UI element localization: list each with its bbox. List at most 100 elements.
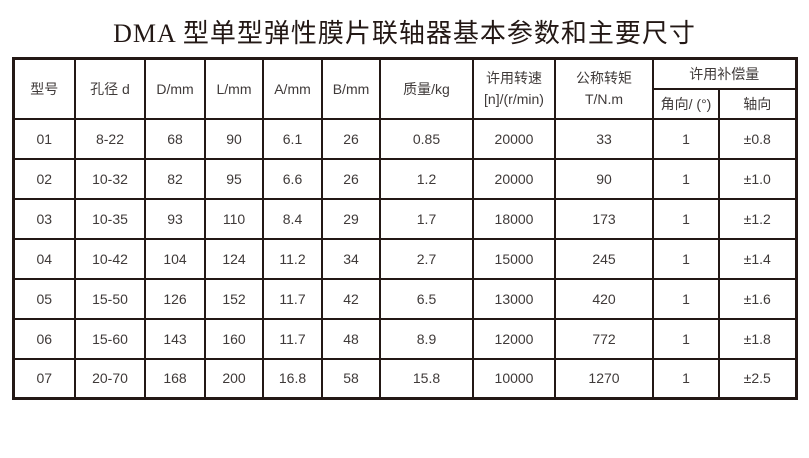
table-cell: 420 [554, 277, 654, 320]
table-cell: 33 [554, 117, 654, 160]
table-cell: ±2.5 [718, 357, 797, 400]
table-cell: 82 [144, 157, 206, 200]
page-title: DMA 型单型弹性膜片联轴器基本参数和主要尺寸 [113, 19, 696, 48]
table-cell: 1270 [554, 357, 654, 400]
table-row: 07 20-70 168 200 16.8 58 15.8 10000 1270 1 ±2.5 [12, 357, 797, 400]
table-cell: 15.8 [379, 357, 474, 400]
table-cell: 104 [144, 237, 206, 280]
table-cell: 11.2 [262, 237, 323, 280]
table-cell: 173 [554, 197, 654, 240]
table-cell: 15-50 [74, 277, 146, 320]
table-cell: ±1.2 [718, 197, 797, 240]
table-cell: 04 [12, 237, 76, 280]
table-cell: 772 [554, 317, 654, 360]
table-cell: 1 [652, 197, 720, 240]
table-cell: 2.7 [379, 237, 474, 280]
spec-table: 型号 孔径 d D/mm L/mm A/mm B/mm 质量/kg 许用转速 [… [11, 57, 798, 400]
table-cell: 8.4 [262, 197, 323, 240]
header-torque: 公称转矩 T/N.m [554, 57, 654, 120]
table-cell: 18000 [472, 197, 556, 240]
table-cell: 245 [554, 237, 654, 280]
table-cell: 26 [321, 157, 381, 200]
table-cell: 20000 [472, 117, 556, 160]
table-cell: 06 [12, 317, 76, 360]
table-cell: 20-70 [74, 357, 146, 400]
table-cell: 68 [144, 117, 206, 160]
table-cell: 95 [204, 157, 264, 200]
header-torque-lines: 公称转矩 T/N.m [557, 61, 651, 117]
table-cell: 6.6 [262, 157, 323, 200]
table-row: 04 10-42 104 124 11.2 34 2.7 15000 245 1 ±1.4 [12, 237, 797, 280]
table-cell: ±1.0 [718, 157, 797, 200]
table-cell: ±1.4 [718, 237, 797, 280]
page: { "title": "DMA 型单型弹性膜片联轴器基本参数和主要尺寸", "c… [0, 14, 809, 458]
header-speed-line1: 许用转速 [486, 70, 542, 87]
table-cell: 1 [652, 237, 720, 280]
header-torque-line2: T/N.m [584, 91, 624, 108]
table-header: 型号 孔径 d D/mm L/mm A/mm B/mm 质量/kg 许用转速 [… [12, 57, 797, 120]
table-row: 05 15-50 126 152 11.7 42 6.5 13000 420 1 ±1.6 [12, 277, 797, 320]
header-bore: 孔径 d [74, 57, 146, 120]
table-cell: 110 [204, 197, 264, 240]
header-torque-line1: 公称转矩 [576, 70, 632, 87]
table-cell: 1.7 [379, 197, 474, 240]
table-cell: 1 [652, 357, 720, 400]
header-b: B/mm [321, 57, 381, 120]
header-speed-lines: 许用转速 [n]/(r/min) [475, 61, 553, 117]
table-cell: 152 [204, 277, 264, 320]
table-cell: 6.5 [379, 277, 474, 320]
table-cell: 42 [321, 277, 381, 320]
table-cell: 26 [321, 117, 381, 160]
header-l: L/mm [204, 57, 264, 120]
header-compensation: 许用补偿量 [652, 57, 797, 90]
table-cell: 126 [144, 277, 206, 320]
table-cell: 1 [652, 117, 720, 160]
table-cell: 10-35 [74, 197, 146, 240]
header-speed-line2: [n]/(r/min) [484, 91, 544, 108]
table-cell: 0.85 [379, 117, 474, 160]
table-cell: 143 [144, 317, 206, 360]
table-cell: 16.8 [262, 357, 323, 400]
table-cell: 200 [204, 357, 264, 400]
table-cell: 11.7 [262, 277, 323, 320]
table-cell: 160 [204, 317, 264, 360]
table-cell: 01 [12, 117, 76, 160]
table-cell: 05 [12, 277, 76, 320]
header-model: 型号 [12, 57, 76, 120]
table-cell: 10000 [472, 357, 556, 400]
table-cell: 6.1 [262, 117, 323, 160]
table-cell: 1 [652, 317, 720, 360]
table-cell: 90 [554, 157, 654, 200]
table-cell: 02 [12, 157, 76, 200]
table-cell: 10-32 [74, 157, 146, 200]
table-cell: 8-22 [74, 117, 146, 160]
table-cell: 29 [321, 197, 381, 240]
header-axial: 轴向 [718, 87, 797, 120]
table-cell: 1 [652, 277, 720, 320]
table-body: 01 8-22 68 90 6.1 26 0.85 20000 33 1 ±0.8 02 10-32 82… [12, 117, 797, 400]
table-cell: 48 [321, 317, 381, 360]
table-cell: 93 [144, 197, 206, 240]
table-cell: 124 [204, 237, 264, 280]
table-row: 01 8-22 68 90 6.1 26 0.85 20000 33 1 ±0.8 [12, 117, 797, 160]
table-cell: 15-60 [74, 317, 146, 360]
table-cell: 03 [12, 197, 76, 240]
table-cell: 58 [321, 357, 381, 400]
table-cell: 07 [12, 357, 76, 400]
header-a: A/mm [262, 57, 323, 120]
table-cell: ±1.6 [718, 277, 797, 320]
table-cell: 34 [321, 237, 381, 280]
table-cell: 1 [652, 157, 720, 200]
header-mass: 质量/kg [379, 57, 474, 120]
table-cell: 1.2 [379, 157, 474, 200]
table-cell: 20000 [472, 157, 556, 200]
header-angular: 角向/ (°) [652, 87, 720, 120]
table-cell: ±1.8 [718, 317, 797, 360]
table-cell: 11.7 [262, 317, 323, 360]
table-cell: 15000 [472, 237, 556, 280]
table-row: 02 10-32 82 95 6.6 26 1.2 20000 90 1 ±1.0 [12, 157, 797, 200]
table-cell: 168 [144, 357, 206, 400]
header-d: D/mm [144, 57, 206, 120]
header-speed: 许用转速 [n]/(r/min) [472, 57, 556, 120]
table-cell: 12000 [472, 317, 556, 360]
